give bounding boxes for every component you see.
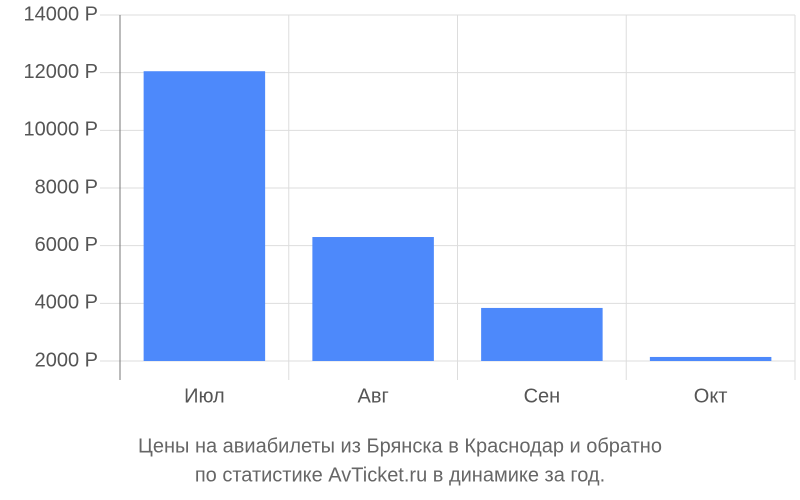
y-tick-label: 14000 Р [23,3,98,25]
y-tick-label: 2000 Р [35,349,98,371]
bar [481,307,603,361]
x-tick-label: Июл [184,385,225,407]
y-tick-label: 6000 Р [35,234,98,256]
y-tick-label: 10000 Р [23,119,98,141]
y-tick-label: 12000 Р [23,61,98,83]
y-tick-label: 8000 Р [35,176,98,198]
x-tick-label: Окт [694,385,728,407]
chart-title: Цены на авиабилеты из Брянска в Краснода… [138,435,662,457]
x-tick-label: Авг [357,385,388,407]
chart-subtitle: по статистике AvTicket.ru в динамике за … [195,464,605,486]
bar [312,237,434,361]
bar [649,356,772,361]
x-tick-label: Сен [524,385,561,407]
y-tick-label: 4000 Р [35,292,98,314]
bar [143,71,266,361]
